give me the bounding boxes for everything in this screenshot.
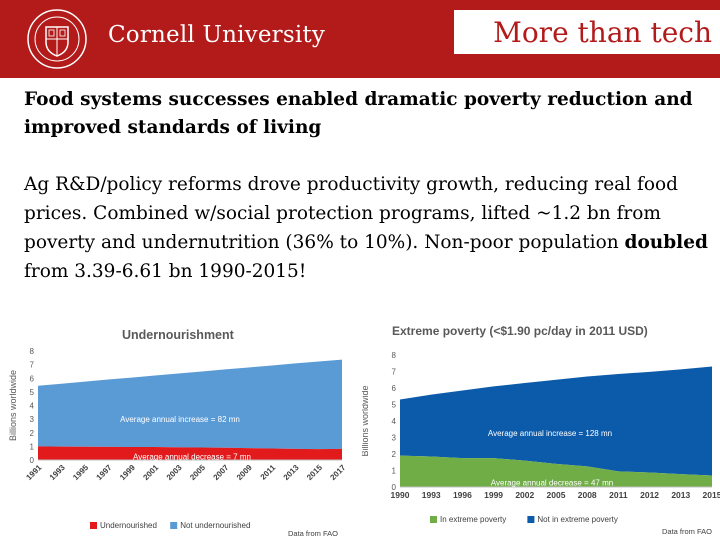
undefined-area-not-undernourished	[38, 359, 342, 450]
undefined-xtick-label: 2003	[165, 463, 184, 482]
undefined-area-in-extreme-poverty	[400, 455, 712, 487]
undefined-xtick-label: 2013	[671, 490, 690, 500]
undefined-source: Data from FAO	[662, 527, 712, 536]
undefined-xtick-label: 1993	[48, 463, 67, 482]
undefined-ylabel: Billions worldwide	[362, 385, 370, 456]
undefined-xtick-label: 2015	[703, 490, 720, 500]
undefined-xtick-label: 2002	[515, 490, 534, 500]
undefined-ytick-label: 6	[392, 384, 397, 393]
slide-subtitle: Food systems successes enabled dramatic …	[24, 89, 693, 138]
undefined-legend-swatch	[527, 516, 535, 523]
undefined-xtick-label: 1996	[453, 490, 472, 500]
undefined-ytick-label: 1	[30, 442, 35, 451]
undefined-ytick-label: 7	[392, 368, 397, 377]
undefined-title: Extreme poverty (<$1.90 pc/day in 2011 U…	[392, 324, 648, 338]
cornell-seal-logo	[27, 9, 87, 69]
undefined-source: Data from FAO	[288, 529, 338, 538]
undefined-ytick-label: 4	[30, 402, 35, 411]
undefined-ytick-label: 8	[30, 347, 35, 356]
undefined-ytick-label: 6	[30, 374, 35, 383]
body-text: Ag R&D/policy reforms drove productivity…	[24, 170, 714, 286]
undefined-legend-swatch	[430, 516, 437, 523]
undefined-legend-label: Not undernourished	[180, 521, 250, 530]
undefined-xtick-label: 2009	[235, 463, 254, 482]
undefined-xtick-label: 2013	[282, 463, 301, 482]
undefined-xtick-label: 1999	[484, 490, 503, 500]
undefined-ytick-label: 2	[30, 429, 35, 438]
undefined-area-not-in-extreme-poverty	[400, 366, 712, 476]
undefined-xtick-label: 2001	[141, 463, 160, 482]
body-text-bold: doubled	[624, 232, 708, 253]
undefined-title: Undernourishment	[122, 328, 235, 342]
extreme-poverty-chart: Extreme poverty (<$1.90 pc/day in 2011 U…	[362, 324, 720, 536]
undefined-annotation-decrease: Average annual decrease = 47 mn	[491, 478, 613, 487]
undefined-xtick-label: 1993	[422, 490, 441, 500]
undefined-xtick-label: 1991	[24, 463, 43, 482]
undefined-ytick-label: 3	[30, 415, 35, 424]
undefined-legend-label: Undernourished	[100, 521, 157, 530]
undefined-ytick-label: 2	[392, 450, 397, 459]
undefined-xtick-label: 2017	[328, 463, 347, 482]
undefined-legend-label: In extreme poverty	[440, 515, 506, 524]
undefined-xtick-label: 2005	[547, 490, 566, 500]
undefined-ytick-label: 4	[392, 417, 397, 426]
undefined-xtick-label: 1997	[95, 463, 114, 482]
undefined-area-undernourished	[38, 446, 342, 460]
undefined-ytick-label: 3	[392, 434, 397, 443]
undefined-legend-swatch	[90, 522, 97, 529]
undefined-ytick-label: 1	[392, 467, 397, 476]
undefined-xtick-label: 2011	[609, 490, 628, 500]
undefined-xtick-label: 2007	[212, 463, 231, 482]
title-box: More than tech	[454, 10, 720, 54]
undefined-annotation-decrease: Average annual decrease = 7 mn	[133, 452, 251, 461]
undefined-xtick-label: 2005	[188, 463, 207, 482]
slide-title: More than tech	[493, 16, 712, 49]
undefined-ytick-label: 5	[392, 401, 397, 410]
undefined-xtick-label: 2012	[640, 490, 659, 500]
undefined-xtick-label: 2008	[578, 490, 597, 500]
undefined-legend-swatch	[170, 522, 178, 529]
undefined-ylabel: Billions worldwide	[8, 370, 18, 441]
slide-header: Cornell University More than tech	[0, 0, 720, 78]
university-name: Cornell University	[108, 22, 326, 48]
undefined-legend-label: Not in extreme poverty	[537, 515, 617, 524]
undefined-xtick-label: 1995	[71, 463, 90, 482]
undefined-ytick-label: 0	[30, 456, 35, 465]
undefined-ytick-label: 0	[392, 483, 397, 492]
undefined-ytick-label: 7	[30, 361, 35, 370]
undefined-annotation-increase: Average annual increase = 82 mn	[120, 415, 240, 424]
body-text-part2: from 3.39-6.61 bn 1990-2015!	[24, 261, 307, 282]
undefined-xtick-label: 1990	[391, 490, 410, 500]
undefined-xtick-label: 1999	[118, 463, 137, 482]
body-text-part1: Ag R&D/policy reforms drove productivity…	[24, 174, 678, 253]
undernourishment-chart: Undernourishment 0 1 2 3 4 5 6 7 8 Billions worldw…	[8, 328, 348, 538]
undefined-xtick-label: 2015	[305, 463, 324, 482]
undefined-xtick-label: 2011	[259, 463, 278, 482]
undefined-ytick-label: 8	[392, 351, 397, 360]
undefined-ytick-label: 5	[30, 388, 35, 397]
undefined-annotation-increase: Average annual increase = 128 mn	[488, 429, 612, 438]
